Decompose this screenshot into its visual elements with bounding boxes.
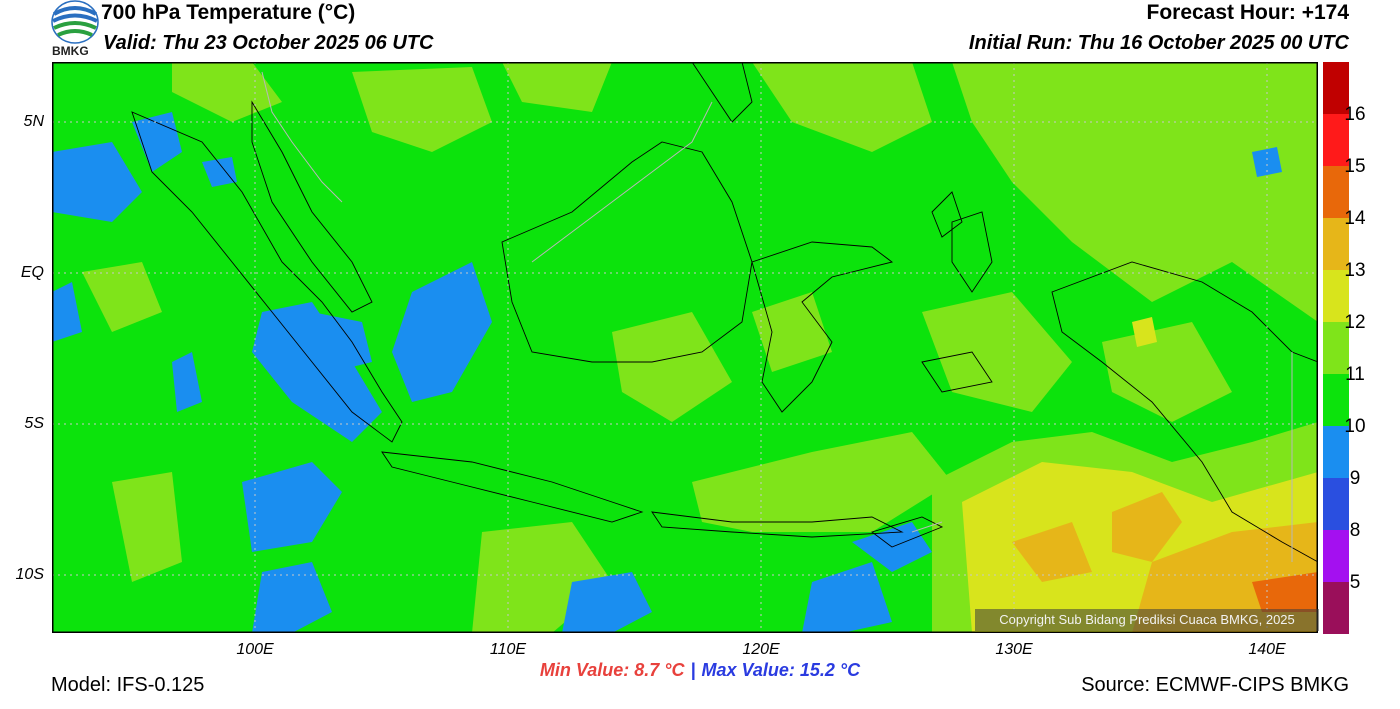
stats-separator: |: [690, 660, 696, 680]
colorbar-label-16: 16: [1344, 104, 1366, 125]
colorbar: [1323, 62, 1349, 634]
colorbar-label-9: 9: [1349, 468, 1361, 489]
valid-time: Valid: Thu 23 October 2025 06 UTC: [103, 32, 434, 54]
source-label: Source: ECMWF-CIPS BMKG: [1081, 674, 1349, 696]
graticule: [52, 62, 1318, 633]
colorbar-label-13: 13: [1344, 260, 1366, 281]
colorbar-label-10: 10: [1344, 416, 1366, 437]
initial-run: Initial Run: Thu 16 October 2025 00 UTC: [968, 32, 1349, 54]
temp-9-10-zones: [52, 112, 1282, 633]
logo-text: BMKG: [52, 44, 89, 58]
model-label: Model: IFS-0.125: [51, 674, 205, 696]
coastlines: [131, 62, 1318, 563]
lat-label-eq: EQ: [20, 264, 44, 281]
bmkg-logo: BMKG: [50, 0, 100, 60]
lat-label-10s: 10S: [15, 566, 44, 583]
temperature-map: [52, 62, 1318, 633]
colorbar-label-11: 11: [1345, 364, 1365, 385]
lat-label-5s: 5S: [24, 415, 44, 432]
temp-12-14-zones: [932, 317, 1318, 633]
map-title: 700 hPa Temperature (°C): [101, 1, 356, 24]
lon-label-130e: 130E: [995, 641, 1033, 658]
colorbar-label-14: 14: [1344, 208, 1366, 229]
copyright-notice: Copyright Sub Bidang Prediksi Cuaca BMKG…: [975, 609, 1319, 631]
lon-label-100e: 100E: [236, 641, 274, 658]
lat-label-5n: 5N: [23, 113, 44, 130]
lon-label-120e: 120E: [742, 641, 780, 658]
lon-label-140e: 140E: [1248, 641, 1286, 658]
colorbar-label-12: 12: [1344, 312, 1366, 333]
max-value: Max Value: 15.2 °C: [701, 660, 861, 680]
temp-11-12-zones: [82, 62, 1318, 633]
lon-label-110e: 110E: [489, 641, 527, 658]
map-frame: [52, 62, 1318, 633]
colorbar-label-15: 15: [1344, 156, 1366, 177]
country-borders: [261, 71, 1293, 562]
value-stats: Min Value: 8.7 °C | Max Value: 15.2 °C: [0, 660, 1400, 681]
min-value: Min Value: 8.7 °C: [539, 660, 685, 680]
colorbar-label-5: 5: [1349, 572, 1361, 593]
colorbar-label-8: 8: [1349, 520, 1361, 541]
forecast-hour: Forecast Hour: +174: [1146, 1, 1350, 24]
